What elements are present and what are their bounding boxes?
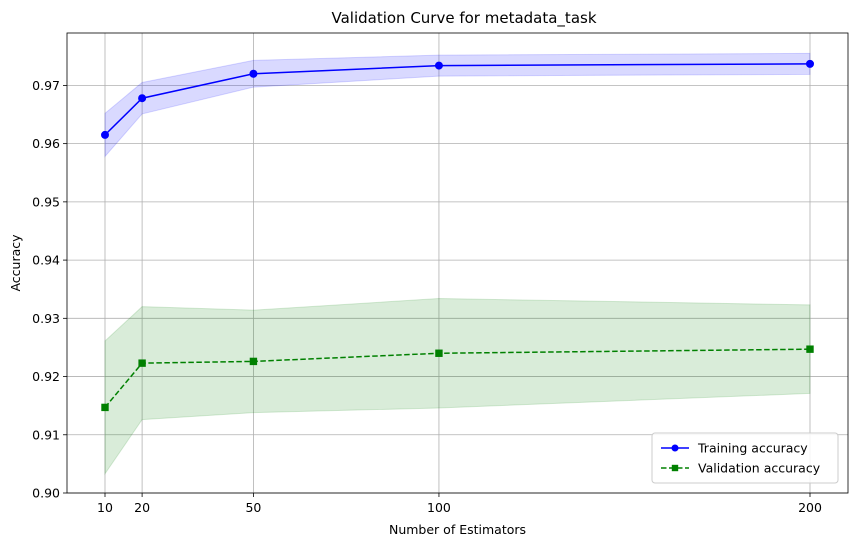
y-tick-label: 0.97	[32, 78, 60, 93]
legend-box	[651, 432, 839, 484]
series-2-point	[806, 345, 814, 353]
axes-frame	[66, 32, 849, 494]
y-tick-label: 0.96	[32, 136, 60, 151]
x-axis-label: Number of Estimators	[389, 522, 526, 537]
y-tick-label: 0.93	[32, 311, 60, 326]
series-2-point	[435, 349, 443, 357]
legend-label-2: Validation accuracy	[698, 461, 821, 476]
legend-marker-2	[671, 464, 679, 472]
x-tick-label: 10	[97, 500, 113, 515]
series-2-point	[138, 359, 146, 367]
legend-label-1: Training accuracy	[697, 441, 808, 456]
x-tick-label: 200	[798, 500, 822, 515]
y-tick-label: 0.95	[32, 194, 60, 209]
series-2-point	[101, 403, 109, 412]
x-tick-label: 20	[134, 500, 150, 515]
series-1-point	[434, 61, 443, 70]
series-1-point	[101, 130, 109, 139]
series-1-point	[138, 94, 147, 103]
plot-area: 0.90 0.91 0.92 0.93 0.94 0.95 0.96 0.97 10 20 50 10…	[32, 32, 849, 515]
x-tick-label: 100	[427, 500, 451, 515]
y-axis-label: Accuracy	[8, 234, 23, 292]
chart-title: Validation Curve for metadata_task	[331, 9, 596, 28]
x-tick-label: 50	[245, 500, 261, 515]
series-band-1	[104, 52, 811, 158]
series-band-2	[104, 298, 811, 476]
y-tick-label: 0.92	[32, 369, 60, 384]
series-2-point	[249, 357, 258, 366]
series-1-point	[249, 69, 258, 78]
series-1-point	[806, 59, 814, 68]
y-tick-label: 0.90	[32, 486, 60, 501]
y-tick-label: 0.91	[32, 427, 60, 442]
legend-marker-1	[671, 444, 679, 452]
y-tick-label: 0.94	[32, 253, 60, 268]
